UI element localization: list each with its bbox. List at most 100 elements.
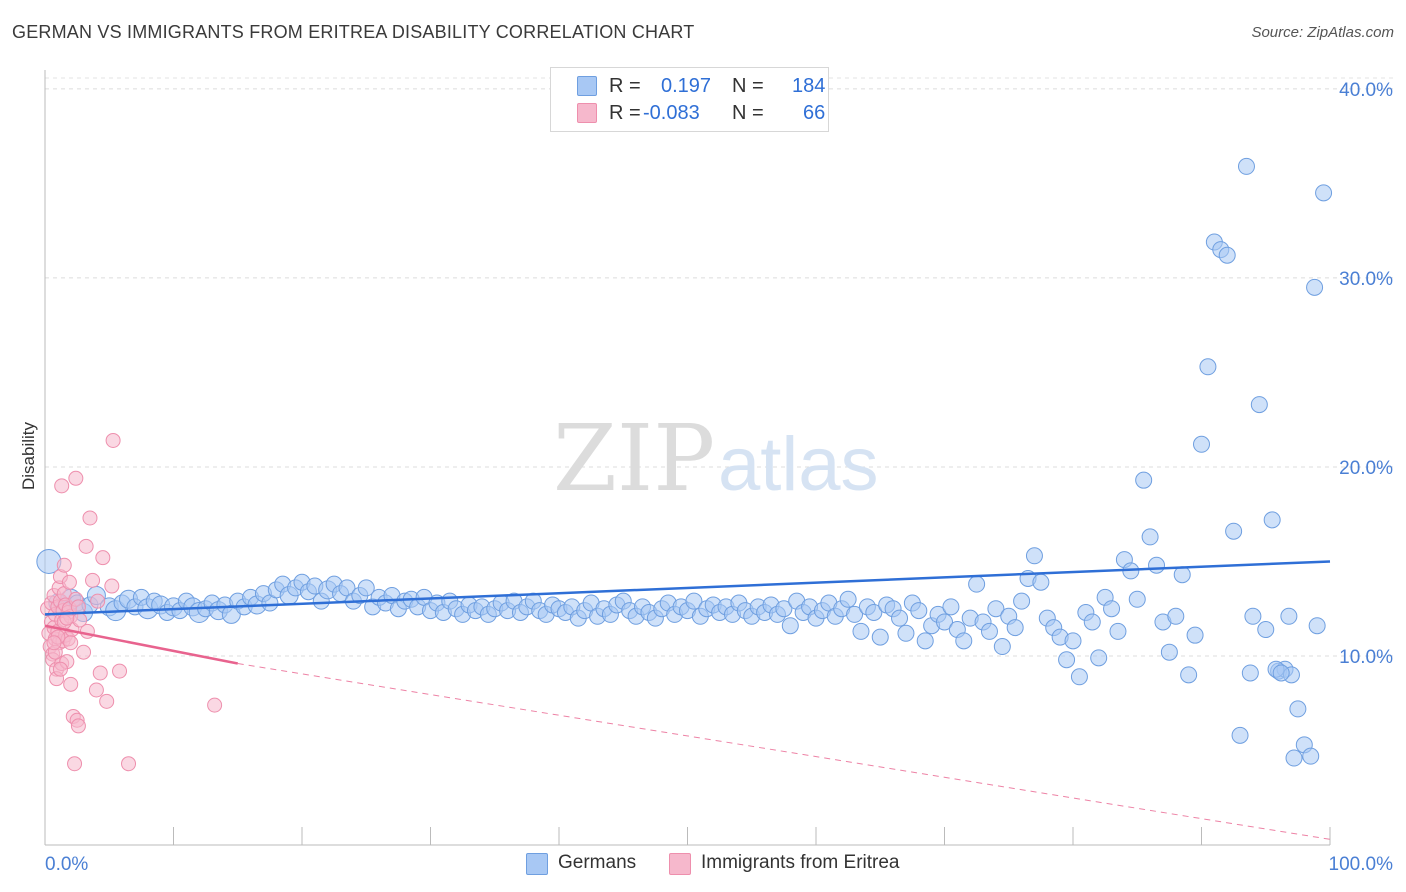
y-tick-label: 10.0%	[1339, 647, 1393, 668]
trend-line-germans	[44, 560, 1331, 616]
y-tick-label: 40.0%	[1339, 80, 1393, 101]
point-germans	[987, 600, 1005, 618]
point-eritrea	[63, 635, 79, 651]
legend-r-value: 0.197	[661, 75, 712, 97]
point-germans	[1148, 556, 1166, 574]
point-germans	[1186, 626, 1204, 644]
legend-n-label: N =	[732, 75, 764, 97]
point-germans	[865, 604, 883, 621]
trend-extension-eritrea	[237, 663, 1331, 840]
point-eritrea	[207, 697, 223, 713]
point-eritrea	[70, 718, 86, 734]
point-germans	[871, 628, 889, 646]
point-germans	[1237, 157, 1255, 175]
point-eritrea	[95, 550, 111, 566]
watermark-zip: ZIP	[553, 405, 715, 512]
legend-swatch-germans	[577, 76, 597, 96]
point-germans	[1167, 607, 1185, 625]
x-tick-label: 0.0%	[45, 854, 88, 875]
point-germans	[1306, 278, 1324, 296]
point-germans	[1257, 621, 1275, 639]
point-germans	[1032, 573, 1050, 591]
y-axis-label: Disability	[19, 421, 38, 490]
tick-labels: 10.0% 20.0% 30.0% 40.0% 0.0% 100.0%	[45, 80, 1393, 875]
point-germans	[1025, 547, 1043, 565]
watermark-atlas: atlas	[718, 422, 879, 507]
point-germans	[1308, 617, 1326, 635]
point-germans	[1302, 747, 1320, 765]
point-eritrea	[104, 578, 120, 594]
point-germans	[1128, 590, 1146, 608]
point-germans	[955, 632, 973, 650]
point-germans	[775, 600, 793, 618]
point-germans	[852, 622, 870, 640]
point-eritrea	[112, 663, 128, 679]
point-germans	[1070, 668, 1088, 686]
trend-lines	[44, 560, 1331, 840]
point-germans	[1064, 632, 1082, 650]
point-germans	[1231, 726, 1249, 744]
point-germans	[1289, 700, 1307, 718]
bottom-legend-swatch-eritrea	[669, 853, 691, 875]
point-germans	[1090, 649, 1108, 667]
point-eritrea	[68, 470, 84, 486]
point-eritrea	[121, 756, 137, 772]
series-eritrea	[40, 432, 223, 772]
point-germans	[1280, 607, 1298, 625]
point-eritrea	[63, 676, 79, 692]
point-germans	[1058, 651, 1076, 669]
legend-n-value: 184	[792, 75, 826, 97]
point-germans	[1103, 600, 1121, 618]
point-germans	[910, 602, 928, 620]
point-eritrea	[56, 557, 72, 573]
legend-r-label: R =	[609, 75, 641, 97]
bottom-legend-swatch-germans	[526, 853, 548, 875]
grid-lines	[45, 77, 1395, 657]
legend-r-label: R =	[609, 102, 641, 124]
point-germans	[897, 624, 915, 642]
point-germans	[942, 598, 960, 616]
point-germans	[1193, 435, 1210, 453]
bottom-legend-label: Germans	[558, 852, 637, 873]
legend-n-value: 66	[803, 102, 826, 124]
point-germans	[1263, 511, 1281, 529]
point-eritrea	[54, 478, 70, 494]
point-eritrea	[99, 693, 115, 709]
point-germans	[1160, 643, 1178, 661]
x-tick-label: 100.0%	[1329, 854, 1394, 875]
point-eritrea	[82, 510, 98, 526]
point-eritrea	[105, 432, 121, 448]
point-germans	[685, 592, 703, 610]
point-germans	[1225, 522, 1243, 540]
point-eritrea	[76, 644, 92, 660]
legend-n-label: N =	[732, 102, 764, 124]
watermark: ZIP atlas	[553, 405, 879, 512]
point-eritrea	[79, 623, 95, 639]
point-germans	[1180, 666, 1198, 684]
point-germans	[1135, 471, 1153, 489]
point-germans	[891, 609, 909, 627]
bottom-legend-label: Immigrants from Eritrea	[701, 852, 900, 873]
point-germans	[1244, 607, 1262, 625]
point-eritrea	[61, 574, 77, 590]
point-eritrea	[90, 593, 106, 609]
point-eritrea	[85, 572, 101, 588]
y-tick-label: 30.0%	[1339, 269, 1393, 290]
point-germans	[916, 632, 934, 650]
point-germans	[1173, 566, 1191, 584]
chart-title: GERMAN VS IMMIGRANTS FROM ERITREA DISABI…	[12, 22, 695, 42]
y-tick-label: 20.0%	[1339, 458, 1393, 479]
point-germans	[993, 638, 1011, 656]
point-germans	[1315, 184, 1333, 202]
point-eritrea	[88, 682, 104, 698]
point-germans	[936, 613, 953, 631]
point-germans	[980, 622, 998, 640]
point-germans	[968, 575, 986, 593]
point-germans	[839, 590, 857, 608]
point-germans	[846, 605, 864, 623]
legend-swatch-eritrea	[577, 103, 597, 123]
point-germans	[1083, 613, 1101, 631]
point-germans	[1141, 528, 1159, 546]
point-germans	[357, 579, 375, 597]
chart-source: Source: ZipAtlas.com	[1251, 24, 1394, 41]
